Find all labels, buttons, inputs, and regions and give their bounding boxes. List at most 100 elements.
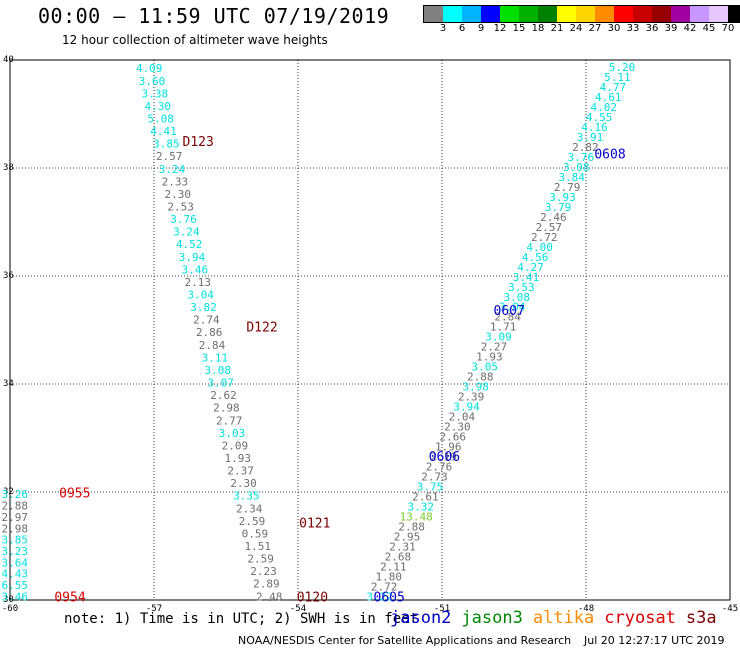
- color-scale-swatch: [500, 6, 519, 22]
- wave-height-value: 3.91: [577, 131, 604, 144]
- wave-height-value: 3.09: [485, 331, 512, 344]
- wave-height-value: 2.59: [247, 553, 274, 566]
- map-subtitle: 12 hour collection of altimeter wave hei…: [62, 33, 328, 47]
- wave-height-value: 3.46: [2, 590, 29, 603]
- wave-height-value: 13.48: [400, 510, 433, 523]
- pass-time-label: 0607: [494, 304, 525, 319]
- wave-height-value: 2.46: [540, 211, 567, 224]
- color-scale-label: 70: [721, 23, 735, 34]
- wave-height-value: 2.61: [412, 490, 439, 503]
- wave-height-value: 4.16: [581, 121, 608, 134]
- wave-height-value: 3.05: [472, 361, 499, 374]
- wave-height-value: 2.57: [156, 150, 183, 163]
- wave-height-value: 2.30: [165, 188, 192, 201]
- color-scale-label: 6: [458, 23, 466, 34]
- legend-jason3: jason3: [461, 608, 523, 628]
- wave-height-value: 4.41: [150, 125, 177, 138]
- lat-tick-label: 40: [3, 55, 14, 65]
- wave-height-value: 1.93: [225, 452, 252, 465]
- color-scale-label: 18: [531, 23, 545, 34]
- color-scale-label: 42: [683, 23, 697, 34]
- wave-height-value: 3.75: [417, 480, 444, 493]
- wave-height-value: 3.23: [2, 545, 29, 558]
- wave-height-value: 3.08: [563, 161, 590, 174]
- wave-height-value: 2.19: [430, 451, 457, 464]
- wave-height-value: 2.88: [398, 520, 425, 533]
- wave-height-value: 2.77: [216, 414, 243, 427]
- wave-height-value: 2.97: [2, 511, 29, 524]
- wave-height-value: 4.09: [136, 62, 163, 75]
- wave-height-value: 2.27: [481, 341, 508, 354]
- lon-tick-label: -51: [434, 604, 450, 614]
- color-scale-label: 12: [493, 23, 507, 34]
- units-note: note: 1) Time is in UTC; 2) SWH is in fe…: [64, 611, 419, 627]
- wave-height-value: 3.79: [545, 201, 572, 214]
- color-scale-label: 21: [550, 23, 564, 34]
- color-scale-swatch: [690, 6, 709, 22]
- wave-height-value: 2.98: [213, 402, 240, 415]
- wave-height-value: 3.26: [2, 488, 29, 501]
- wave-height-value: 3.04: [187, 289, 214, 302]
- pass-time-label: 0606: [429, 450, 460, 465]
- generated-timestamp: Jul 20 12:27:17 UTC 2019: [584, 634, 725, 647]
- wave-height-value: 2.88: [2, 500, 29, 513]
- color-scale-swatch: [462, 6, 481, 22]
- pass-time-label: 0605: [374, 590, 405, 605]
- wave-height-value: 2.31: [389, 540, 416, 553]
- pass-time-label: 0608: [594, 148, 625, 163]
- wave-height-value: 2.76: [426, 460, 453, 473]
- color-scale-swatch: [424, 6, 443, 22]
- satellite-legend: jason2 jason3 altika cryosat s3a: [390, 608, 717, 628]
- wave-height-value: 2.59: [239, 515, 266, 528]
- wave-height-value: 0.59: [242, 527, 269, 540]
- wave-height-value: 2.37: [227, 465, 254, 478]
- wave-height-value: 4.61: [595, 91, 622, 104]
- wave-height-value: 3.08: [504, 291, 531, 304]
- wave-height-value: 2.23: [250, 565, 277, 578]
- wave-height-value: 1.96: [435, 441, 462, 454]
- pass-time-label: D122: [246, 320, 277, 335]
- wave-height-value: 3.93: [549, 191, 576, 204]
- wave-height-value: 2.95: [394, 530, 421, 543]
- pass-time-label: 0955: [59, 487, 90, 502]
- wave-height-value: 2.86: [196, 326, 223, 339]
- wave-height-value: 3.38: [142, 87, 169, 100]
- wave-height-value: 3.85: [153, 138, 180, 151]
- wave-height-value: 3.82: [190, 301, 217, 314]
- wave-height-value: 2.11: [380, 560, 407, 573]
- wave-height-value: 3.60: [139, 75, 166, 88]
- wave-height-value: 4.30: [145, 100, 172, 113]
- color-scale-swatch: [614, 6, 633, 22]
- legend-jason2: jason2: [390, 608, 452, 628]
- wave-height-value: 3.24: [173, 226, 200, 239]
- map-title: 00:00 – 11:59 UTC 07/19/2019: [38, 4, 390, 28]
- wave-height-value: 2.62: [210, 389, 237, 402]
- wave-height-value: 1.80: [375, 570, 402, 583]
- lon-tick-label: -48: [578, 604, 594, 614]
- wave-height-value: 2.09: [222, 439, 249, 452]
- color-scale-label: 24: [569, 23, 583, 34]
- wave-height-value: 2.74: [193, 314, 220, 327]
- pass-time-label: D123: [183, 135, 214, 150]
- wave-height-value: 4.02: [590, 101, 617, 114]
- wave-height-value: 2.84: [494, 311, 521, 324]
- color-scale-label: 15: [512, 23, 526, 34]
- color-scale-label: 36: [645, 23, 659, 34]
- wave-height-value: 3.76: [568, 151, 595, 164]
- color-scale-label: 27: [588, 23, 602, 34]
- wave-height-value: 2.82: [572, 141, 599, 154]
- color-scale-swatch: [709, 6, 728, 22]
- legend-s3a: s3a: [685, 608, 717, 628]
- wave-height-value: 5.08: [147, 112, 174, 125]
- wave-height-value: 3.84: [558, 171, 585, 184]
- legend-altika: altika: [532, 608, 595, 628]
- wave-height-value: 4.27: [517, 261, 544, 274]
- wave-height-value: 1.51: [245, 540, 272, 553]
- color-scale-label: 9: [477, 23, 485, 34]
- legend-cryosat: cryosat: [604, 608, 676, 628]
- lat-tick-label: 34: [3, 379, 14, 389]
- color-scale-swatch: [633, 6, 652, 22]
- lat-tick-label: 38: [3, 163, 14, 173]
- wave-height-value: 2.72: [371, 580, 398, 593]
